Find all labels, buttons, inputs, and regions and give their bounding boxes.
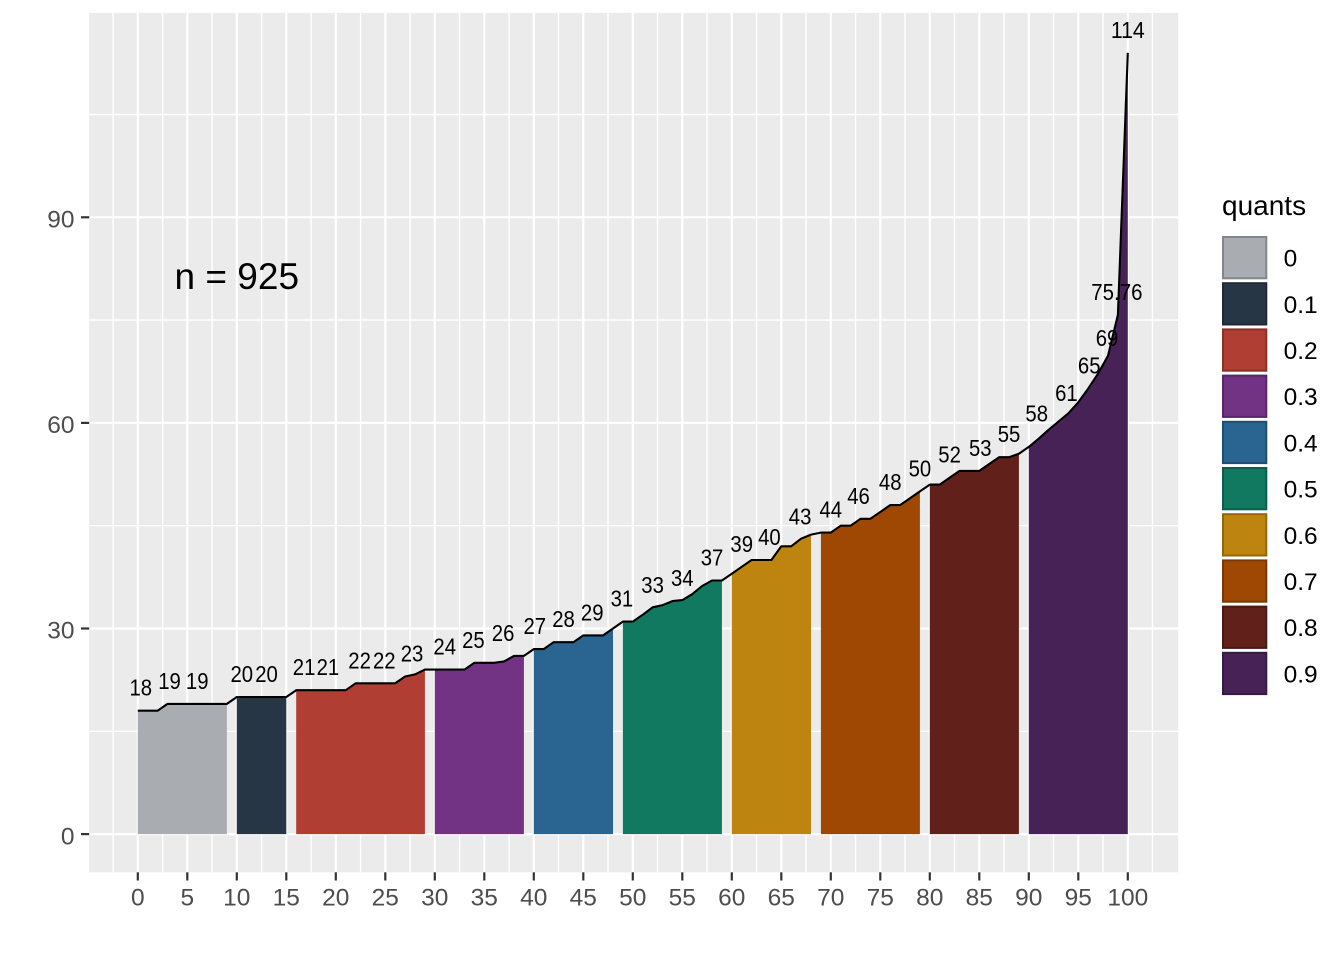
svg-text:0: 0: [61, 823, 75, 850]
svg-text:35: 35: [471, 885, 498, 912]
svg-text:55: 55: [998, 421, 1021, 447]
svg-text:85: 85: [966, 885, 993, 912]
svg-text:25: 25: [372, 885, 399, 912]
svg-text:27: 27: [524, 613, 547, 639]
svg-text:22: 22: [348, 647, 371, 673]
svg-text:0: 0: [1284, 246, 1298, 273]
svg-text:21: 21: [293, 654, 316, 680]
svg-text:0.5: 0.5: [1284, 477, 1318, 504]
svg-text:52: 52: [938, 442, 961, 468]
svg-text:114: 114: [1111, 17, 1145, 43]
svg-text:60: 60: [718, 885, 745, 912]
svg-text:10: 10: [223, 885, 250, 912]
svg-text:n = 925: n = 925: [175, 256, 299, 297]
svg-text:20: 20: [255, 661, 278, 687]
svg-text:55: 55: [669, 885, 696, 912]
svg-text:48: 48: [879, 469, 902, 495]
svg-text:20: 20: [231, 661, 254, 687]
svg-text:20: 20: [322, 885, 349, 912]
svg-text:80: 80: [916, 885, 943, 912]
svg-text:0.6: 0.6: [1284, 523, 1318, 550]
svg-text:23: 23: [401, 641, 424, 667]
svg-text:50: 50: [619, 885, 646, 912]
svg-text:quants: quants: [1222, 190, 1306, 221]
svg-text:31: 31: [611, 586, 634, 612]
svg-text:43: 43: [789, 503, 812, 529]
svg-text:0.2: 0.2: [1284, 338, 1318, 365]
svg-text:15: 15: [273, 885, 300, 912]
svg-text:30: 30: [421, 885, 448, 912]
svg-text:5: 5: [180, 885, 194, 912]
svg-text:25: 25: [462, 627, 485, 653]
svg-text:19: 19: [158, 668, 181, 694]
svg-text:100: 100: [1107, 885, 1148, 912]
svg-text:29: 29: [581, 599, 604, 625]
svg-text:90: 90: [1015, 885, 1042, 912]
svg-text:50: 50: [909, 455, 932, 481]
svg-text:0.1: 0.1: [1284, 292, 1318, 319]
svg-text:0: 0: [131, 885, 145, 912]
svg-text:28: 28: [552, 606, 575, 632]
svg-text:30: 30: [47, 618, 74, 645]
svg-text:24: 24: [433, 634, 456, 660]
svg-text:70: 70: [817, 885, 844, 912]
svg-text:0.8: 0.8: [1284, 615, 1318, 642]
svg-text:40: 40: [520, 885, 547, 912]
svg-text:60: 60: [47, 412, 74, 439]
svg-text:39: 39: [730, 531, 753, 557]
svg-text:18: 18: [130, 675, 153, 701]
svg-text:75.76: 75.76: [1091, 279, 1142, 305]
svg-text:0.7: 0.7: [1284, 569, 1318, 596]
svg-text:19: 19: [186, 668, 209, 694]
svg-text:21: 21: [317, 654, 340, 680]
svg-text:33: 33: [641, 572, 664, 598]
svg-text:22: 22: [373, 647, 396, 673]
svg-text:44: 44: [820, 497, 843, 523]
svg-text:65: 65: [768, 885, 795, 912]
svg-text:75: 75: [867, 885, 894, 912]
svg-text:0.3: 0.3: [1284, 384, 1318, 411]
svg-text:58: 58: [1025, 401, 1048, 427]
svg-text:53: 53: [969, 435, 992, 461]
svg-text:37: 37: [701, 545, 724, 571]
svg-text:46: 46: [847, 483, 870, 509]
svg-text:40: 40: [758, 524, 781, 550]
svg-text:69: 69: [1096, 325, 1119, 351]
svg-text:61: 61: [1055, 380, 1078, 406]
svg-text:65: 65: [1078, 353, 1101, 379]
svg-text:26: 26: [492, 620, 515, 646]
svg-text:45: 45: [570, 885, 597, 912]
svg-text:34: 34: [671, 565, 694, 591]
svg-text:90: 90: [47, 207, 74, 234]
svg-text:0.4: 0.4: [1284, 430, 1318, 457]
svg-text:95: 95: [1065, 885, 1092, 912]
svg-text:0.9: 0.9: [1284, 661, 1318, 688]
